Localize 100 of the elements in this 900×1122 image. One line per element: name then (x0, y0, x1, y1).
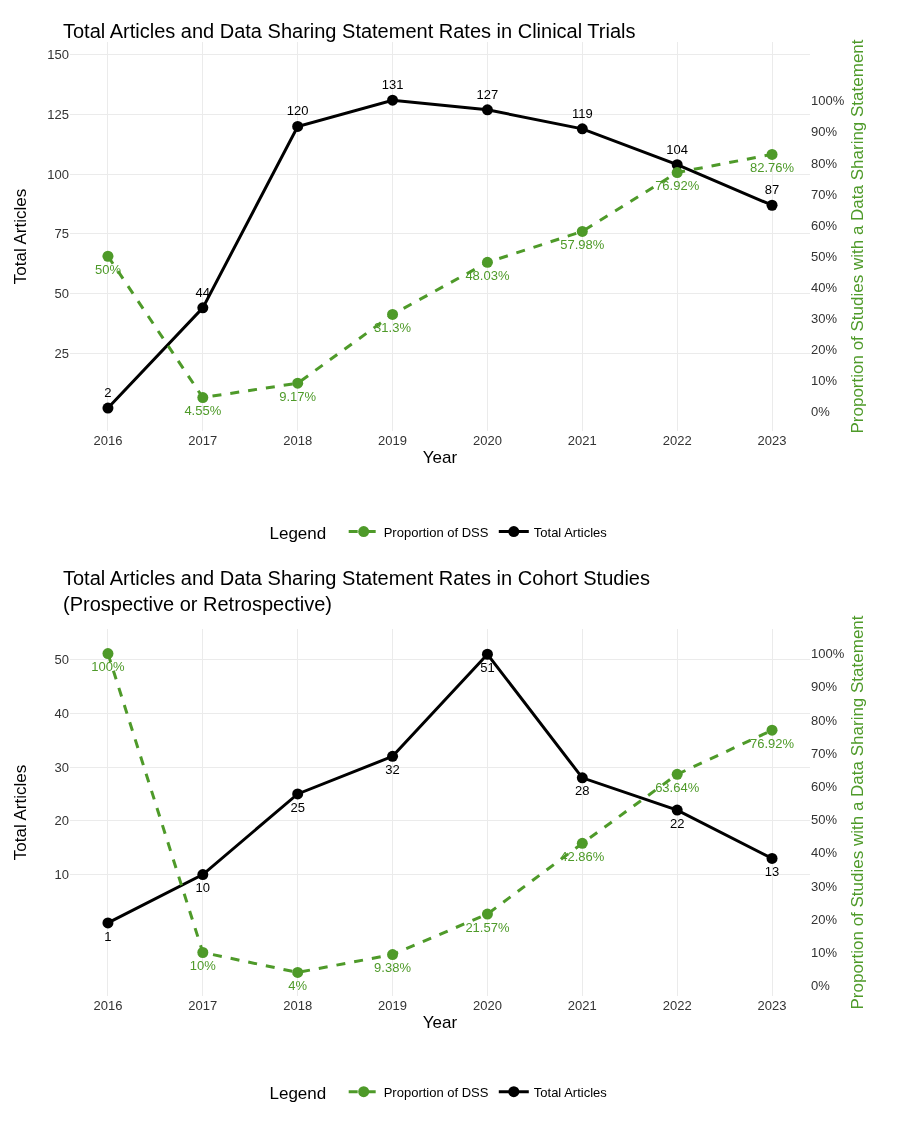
point (481, 256, 493, 268)
data-label: 13 (764, 864, 780, 880)
y2-tick-label: 20% (811, 342, 838, 358)
x-tick-label: 2017 (188, 998, 218, 1013)
point (102, 917, 114, 929)
x-axis-title: Year (422, 1013, 458, 1033)
data-label: 82.76% (750, 160, 795, 176)
y2-tick-label: 60% (811, 778, 838, 794)
data-label: 4.55% (184, 403, 222, 419)
y2-tick-label: 100% (811, 646, 845, 662)
legend-label: Total Articles (533, 524, 608, 540)
y2-tick-label: 100% (811, 93, 845, 109)
point (481, 908, 493, 920)
x-tick-label: 2019 (378, 998, 408, 1013)
chart-title: Total Articles and Data Sharing Statement Rates in Clinical Trials (63, 20, 636, 42)
data-label: 9.38% (374, 960, 412, 976)
y2-tick-label: 50% (811, 248, 838, 264)
point (481, 104, 493, 116)
point (387, 308, 399, 320)
y-axis-title: Total Articles (11, 764, 30, 861)
y2-axis-title: Proportion of Studies with a Data Sharing Statement (847, 39, 867, 434)
point (102, 250, 114, 262)
point (292, 966, 304, 978)
point (197, 869, 209, 881)
data-label: 2 (104, 384, 112, 400)
y2-tick-label: 90% (811, 124, 838, 140)
data-label: 44 (195, 284, 211, 300)
data-label: 4% (288, 978, 308, 994)
point (671, 768, 683, 780)
y2-tick-label: 30% (811, 878, 838, 894)
y-tick-label: 50 (54, 286, 69, 302)
data-label: 51 (480, 659, 495, 675)
point (576, 837, 588, 849)
data-label: 21.57% (465, 919, 510, 935)
point (766, 852, 778, 864)
y-tick-label: 150 (47, 47, 69, 63)
point (102, 402, 114, 414)
y2-tick-label: 10% (811, 373, 838, 389)
point (387, 750, 399, 762)
legend-title: Legend (269, 1083, 336, 1103)
y2-tick-label: 0% (811, 978, 831, 994)
data-label: 119 (571, 105, 593, 121)
point (766, 199, 778, 211)
x-tick-label: 2022 (662, 998, 692, 1013)
point (387, 94, 399, 106)
legend-title: Legend (269, 523, 336, 543)
data-label: 57.98% (560, 237, 605, 253)
x-tick-label: 2018 (283, 998, 313, 1013)
y2-tick-label: 90% (811, 679, 838, 695)
point (197, 946, 209, 958)
data-label: 76.92% (750, 735, 795, 751)
point (766, 724, 778, 736)
x-axis-title: Year (422, 448, 458, 468)
y-tick-label: 20 (54, 813, 69, 829)
data-label: 50% (94, 261, 122, 277)
x-tick-label: 2021 (567, 433, 597, 448)
point (576, 123, 588, 135)
x-tick-label: 2019 (378, 433, 408, 448)
data-label: 25 (290, 799, 305, 815)
data-label: 1 (104, 928, 112, 944)
data-label: 63.64% (655, 779, 700, 795)
point (292, 788, 304, 800)
legend-label: Total Articles (533, 1084, 608, 1100)
point (102, 648, 114, 660)
x-tick-label: 2020 (472, 998, 502, 1013)
x-tick-label: 2022 (662, 433, 692, 448)
x-tick-label: 2023 (757, 998, 787, 1013)
data-label: 131 (381, 77, 404, 93)
data-label: 120 (286, 103, 309, 119)
y-tick-label: 100 (47, 166, 69, 182)
y2-tick-label: 10% (811, 945, 838, 961)
x-tick-label: 2017 (188, 433, 218, 448)
point (387, 949, 399, 961)
data-label: 76.92% (655, 178, 700, 194)
point (292, 120, 304, 132)
legend-label: Proportion of DSS (383, 524, 489, 540)
point (292, 377, 304, 389)
y-tick-label: 75 (54, 226, 69, 242)
y-tick-label: 25 (54, 345, 69, 361)
y-tick-label: 40 (54, 705, 69, 721)
data-label: 104 (666, 141, 689, 157)
y-tick-label: 50 (54, 652, 69, 668)
y2-tick-label: 0% (811, 404, 831, 420)
data-label: 32 (385, 761, 400, 777)
x-tick-label: 2016 (93, 433, 123, 448)
y2-tick-label: 80% (811, 712, 838, 728)
y-axis-title: Total Articles (11, 188, 30, 285)
point (197, 302, 209, 314)
point (576, 772, 588, 784)
data-label: 100% (91, 659, 126, 675)
y2-tick-label: 50% (811, 812, 838, 828)
data-label: 31.3% (374, 320, 412, 336)
point (671, 804, 683, 816)
point (766, 148, 778, 160)
legend-label: Proportion of DSS (383, 1084, 489, 1100)
y2-tick-label: 30% (811, 310, 838, 326)
data-label: 87 (764, 182, 780, 198)
x-tick-label: 2021 (567, 998, 597, 1013)
data-label: 9.17% (279, 388, 317, 404)
x-tick-label: 2020 (472, 433, 502, 448)
